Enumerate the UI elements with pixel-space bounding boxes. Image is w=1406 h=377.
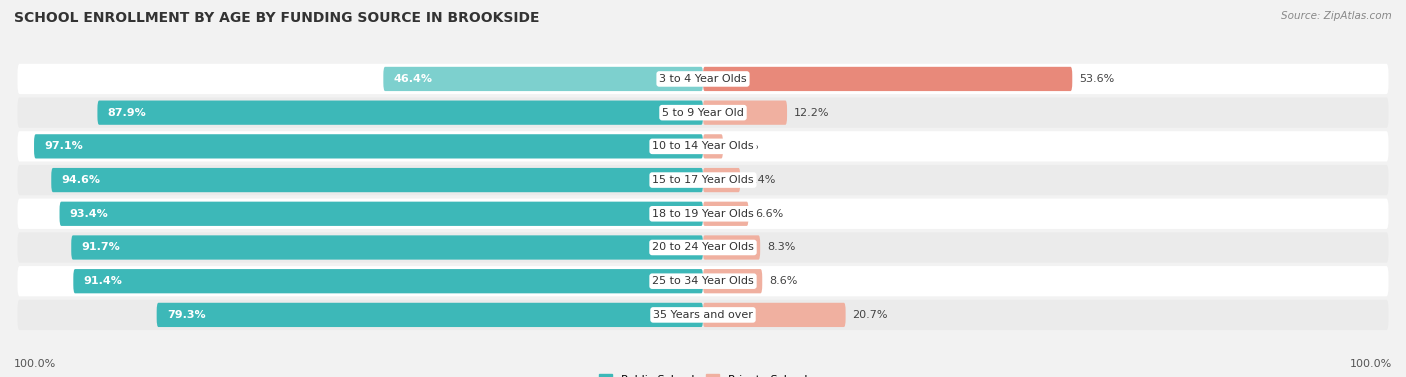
Legend: Public School, Private School: Public School, Private School [595,370,811,377]
FancyBboxPatch shape [17,300,1389,330]
Text: 94.6%: 94.6% [62,175,101,185]
Text: 100.0%: 100.0% [14,359,56,369]
FancyBboxPatch shape [51,168,703,192]
FancyBboxPatch shape [73,269,703,293]
Text: SCHOOL ENROLLMENT BY AGE BY FUNDING SOURCE IN BROOKSIDE: SCHOOL ENROLLMENT BY AGE BY FUNDING SOUR… [14,11,540,25]
Text: 97.1%: 97.1% [45,141,83,151]
Text: 6.6%: 6.6% [755,209,783,219]
Text: 5.4%: 5.4% [747,175,776,185]
Text: 3 to 4 Year Olds: 3 to 4 Year Olds [659,74,747,84]
Text: 20.7%: 20.7% [852,310,889,320]
FancyBboxPatch shape [17,64,1389,94]
FancyBboxPatch shape [17,131,1389,161]
FancyBboxPatch shape [703,202,748,226]
Text: 91.4%: 91.4% [83,276,122,286]
FancyBboxPatch shape [72,235,703,260]
Text: 79.3%: 79.3% [167,310,205,320]
FancyBboxPatch shape [703,235,761,260]
Text: 35 Years and over: 35 Years and over [652,310,754,320]
Text: 25 to 34 Year Olds: 25 to 34 Year Olds [652,276,754,286]
Text: 100.0%: 100.0% [1350,359,1392,369]
Text: Source: ZipAtlas.com: Source: ZipAtlas.com [1281,11,1392,21]
Text: 10 to 14 Year Olds: 10 to 14 Year Olds [652,141,754,151]
FancyBboxPatch shape [34,134,703,158]
FancyBboxPatch shape [703,67,1073,91]
Text: 87.9%: 87.9% [108,108,146,118]
Text: 20 to 24 Year Olds: 20 to 24 Year Olds [652,242,754,253]
Text: 18 to 19 Year Olds: 18 to 19 Year Olds [652,209,754,219]
FancyBboxPatch shape [156,303,703,327]
FancyBboxPatch shape [17,165,1389,195]
Text: 46.4%: 46.4% [394,74,433,84]
FancyBboxPatch shape [703,134,723,158]
FancyBboxPatch shape [703,269,762,293]
Text: 15 to 17 Year Olds: 15 to 17 Year Olds [652,175,754,185]
Text: 91.7%: 91.7% [82,242,121,253]
FancyBboxPatch shape [17,232,1389,263]
Text: 93.4%: 93.4% [70,209,108,219]
FancyBboxPatch shape [703,303,845,327]
Text: 53.6%: 53.6% [1080,74,1115,84]
FancyBboxPatch shape [97,101,703,125]
Text: 8.6%: 8.6% [769,276,797,286]
Text: 2.9%: 2.9% [730,141,758,151]
FancyBboxPatch shape [59,202,703,226]
FancyBboxPatch shape [384,67,703,91]
Text: 5 to 9 Year Old: 5 to 9 Year Old [662,108,744,118]
Text: 12.2%: 12.2% [794,108,830,118]
FancyBboxPatch shape [17,199,1389,229]
FancyBboxPatch shape [17,98,1389,128]
FancyBboxPatch shape [17,266,1389,296]
FancyBboxPatch shape [703,101,787,125]
Text: 8.3%: 8.3% [768,242,796,253]
FancyBboxPatch shape [703,168,740,192]
